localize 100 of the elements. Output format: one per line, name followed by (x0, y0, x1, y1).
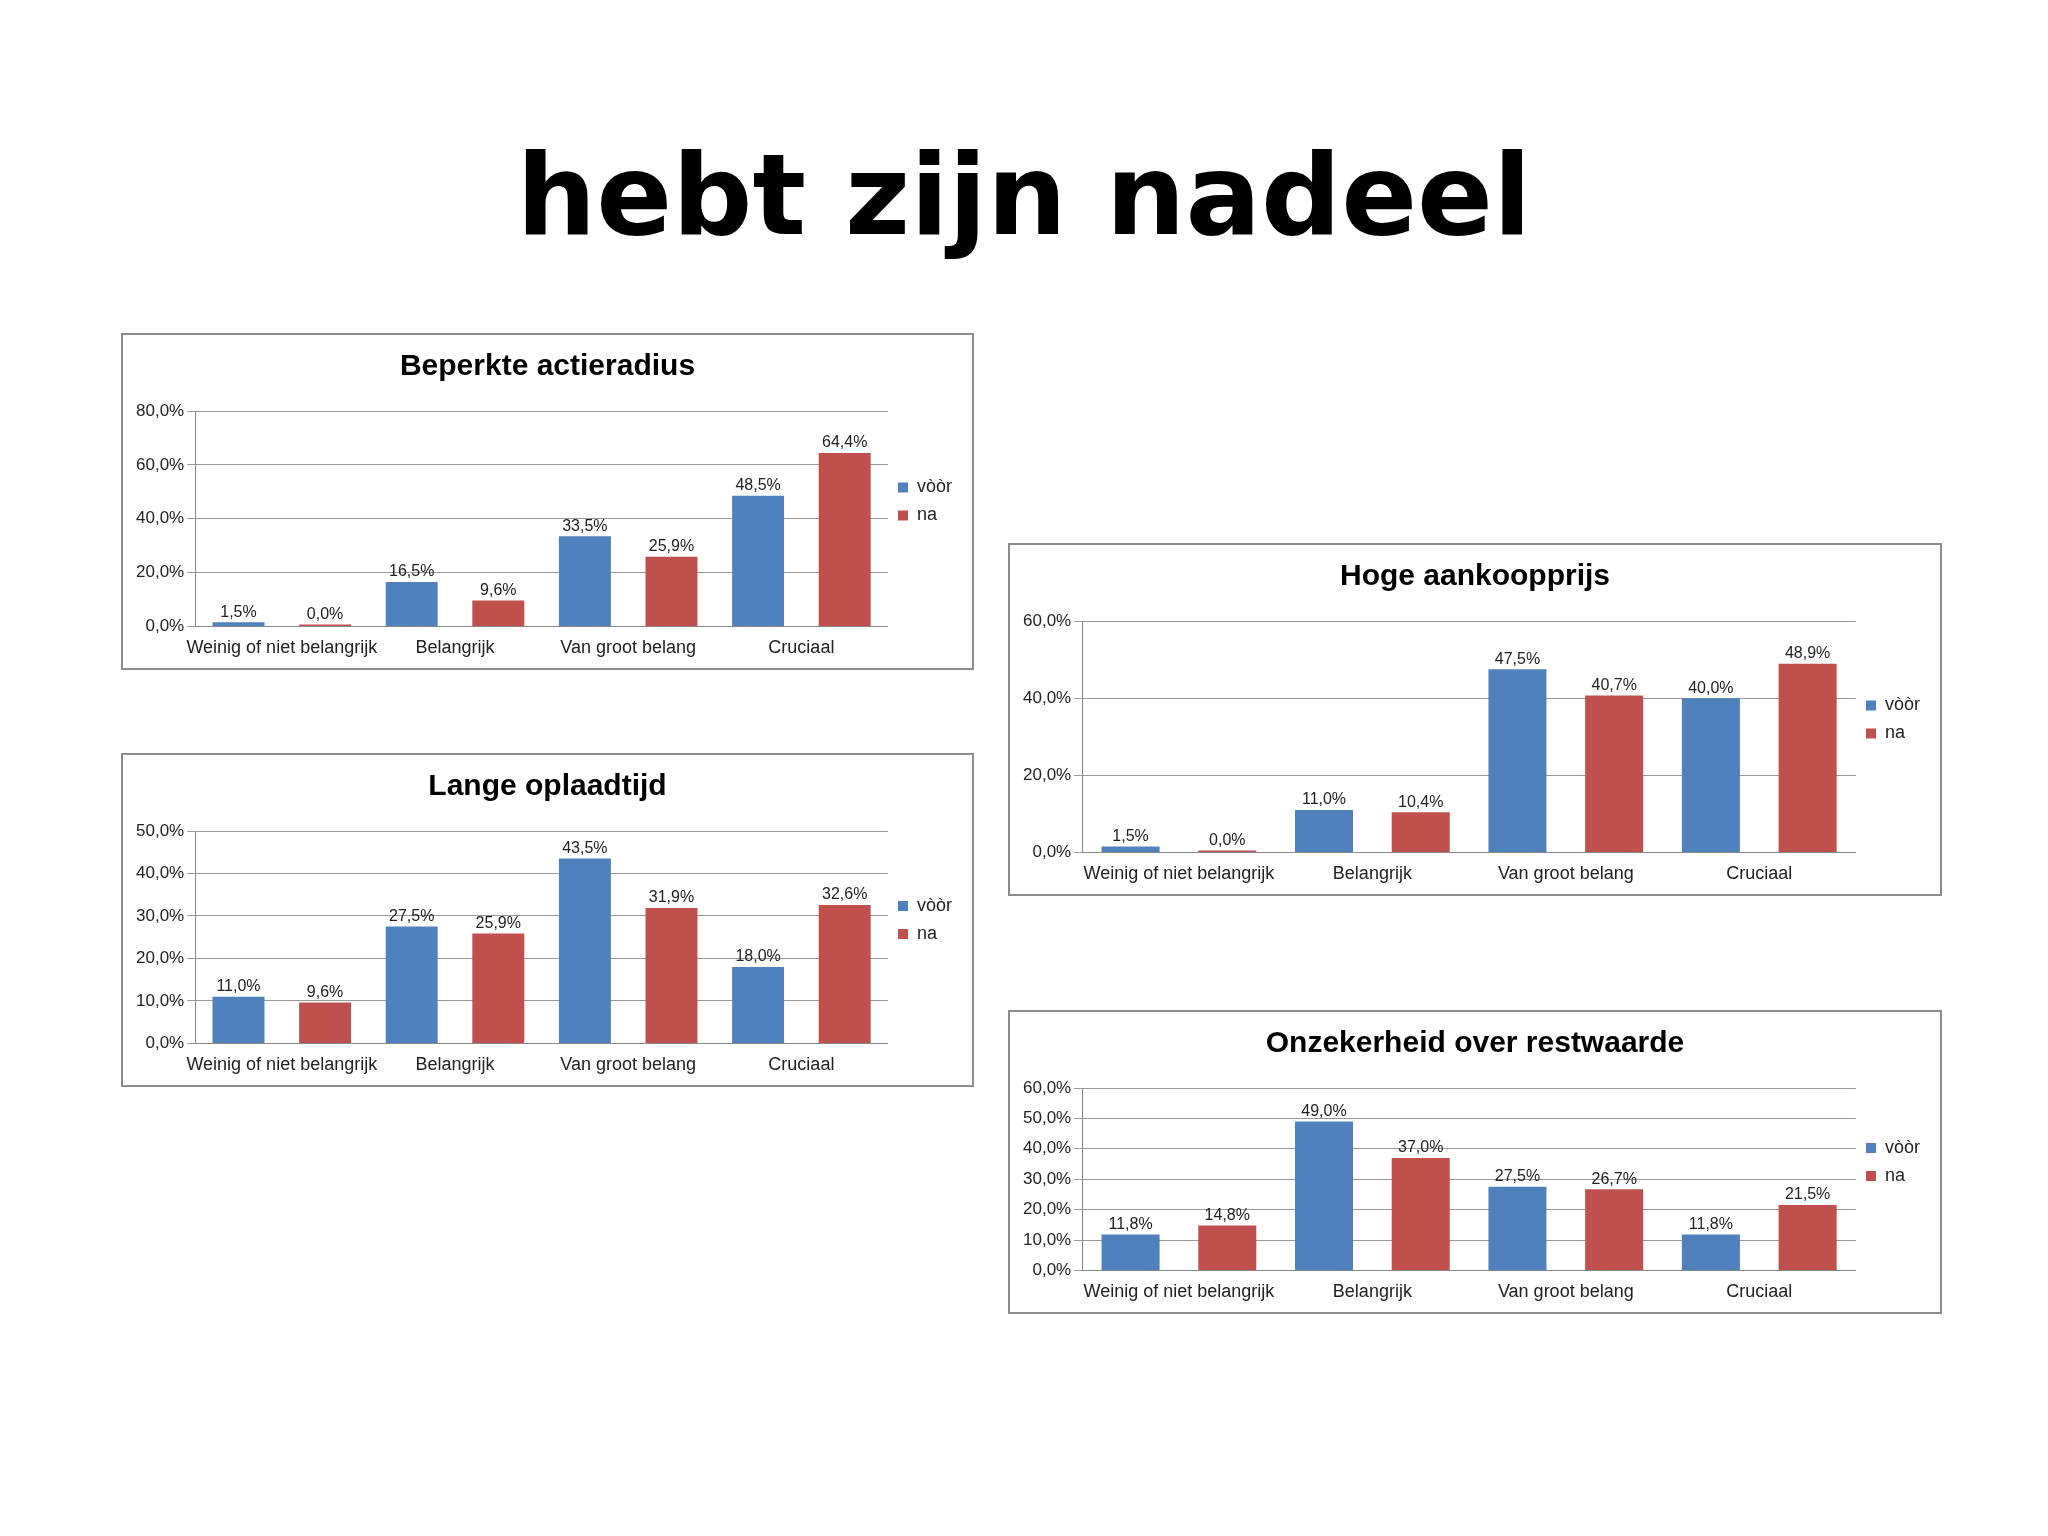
x-tick-label: Cruciaal (768, 1054, 835, 1075)
data-label: 37,0% (1398, 1138, 1444, 1156)
bar (1681, 1234, 1740, 1270)
data-label: 48,9% (1784, 644, 1831, 662)
legend-label: vòòr (916, 894, 953, 915)
data-label: 18,0% (735, 947, 781, 965)
bar (732, 966, 785, 1043)
y-tick-label: 60,0% (136, 454, 185, 474)
data-label: 27,5% (1494, 1167, 1541, 1185)
x-tick-label: Van groot belang (560, 1054, 697, 1075)
x-tick-label: Van groot belang (1497, 1281, 1634, 1302)
chart-title: Hoge aankoopprijs (1339, 558, 1611, 592)
y-tick-label: 60,0% (1023, 610, 1072, 630)
data-label: 48,5% (735, 476, 781, 494)
y-tick-label: 80,0% (136, 400, 185, 420)
data-label: 25,9% (648, 537, 695, 555)
bar (1391, 812, 1450, 852)
y-tick-label: 50,0% (1023, 1108, 1072, 1128)
data-label: 9,6% (306, 983, 344, 1001)
bar (212, 622, 265, 626)
y-tick-label: 30,0% (1023, 1168, 1072, 1188)
y-tick-label: 10,0% (136, 990, 185, 1010)
data-label: 40,0% (1688, 678, 1734, 696)
y-tick-label: 40,0% (136, 863, 185, 883)
bar (558, 858, 611, 1043)
data-label: 26,7% (1591, 1169, 1637, 1187)
x-tick-label: Weinig of niet belangrijk (186, 637, 379, 658)
y-tick-label: 0,0% (1032, 1260, 1072, 1280)
y-tick-label: 20,0% (1023, 1199, 1072, 1219)
x-tick-label: Belangrijk (415, 1054, 496, 1075)
data-label: 0,0% (1209, 830, 1246, 848)
data-label: 49,0% (1301, 1101, 1347, 1119)
data-label: 47,5% (1494, 649, 1541, 667)
y-tick-label: 20,0% (136, 948, 185, 968)
data-label: 16,5% (389, 562, 435, 580)
data-label: 33,5% (562, 516, 608, 534)
legend-label: na (1884, 1164, 1906, 1185)
bar (212, 996, 265, 1043)
data-label: 25,9% (475, 913, 521, 931)
bar (818, 453, 871, 626)
bar (1488, 1186, 1547, 1270)
y-tick-label: 0,0% (145, 1033, 185, 1053)
y-tick-label: 20,0% (136, 562, 185, 582)
bar (1294, 1121, 1354, 1270)
y-tick-label: 40,0% (1023, 1138, 1072, 1158)
bar (1585, 695, 1644, 852)
y-tick-label: 0,0% (145, 616, 185, 636)
bar (472, 600, 525, 626)
data-label: 21,5% (1784, 1185, 1831, 1203)
bar (1198, 1225, 1257, 1270)
chart-title: Lange oplaadtijd (428, 768, 667, 802)
data-label: 31,9% (648, 888, 695, 906)
bar (1585, 1189, 1644, 1270)
x-tick-label: Weinig of niet belangrijk (1083, 863, 1276, 884)
bar (732, 495, 785, 626)
x-tick-label: Weinig of niet belangrijk (186, 1054, 379, 1075)
chart-title: Onzekerheid over restwaarde (1265, 1025, 1685, 1059)
legend-label: vòòr (1884, 1136, 1921, 1157)
x-tick-label: Van groot belang (1497, 863, 1634, 884)
chart-title: Beperkte actieradius (399, 348, 696, 382)
bar (1101, 846, 1160, 852)
x-tick-label: Cruciaal (1726, 863, 1793, 884)
bar (1778, 663, 1837, 852)
data-label: 11,8% (1108, 1214, 1153, 1232)
x-tick-label: Weinig of niet belangrijk (1083, 1281, 1276, 1302)
bar (1488, 669, 1547, 852)
text: hebt zijn nadeel (515, 130, 1533, 260)
bar (1391, 1157, 1450, 1270)
x-tick-label: Belangrijk (1332, 863, 1413, 884)
x-tick-label: Cruciaal (1726, 1281, 1793, 1302)
data-label: 1,5% (220, 602, 257, 620)
data-label: 9,6% (480, 580, 517, 598)
y-tick-label: 30,0% (136, 905, 185, 925)
bar (558, 536, 611, 626)
y-tick-label: 50,0% (136, 820, 185, 840)
legend-label: na (916, 504, 938, 525)
bar (385, 926, 438, 1043)
bar (645, 907, 698, 1043)
x-tick-label: Van groot belang (560, 637, 697, 658)
bar (1294, 809, 1354, 852)
bar (385, 581, 438, 626)
data-label: 32,6% (822, 885, 868, 903)
data-label: 64,4% (822, 433, 868, 451)
data-label: 0,0% (306, 604, 344, 622)
bar (299, 1002, 352, 1043)
data-label: 40,7% (1591, 675, 1637, 693)
y-tick-label: 10,0% (1023, 1229, 1072, 1249)
data-label: 11,8% (1688, 1214, 1733, 1232)
x-tick-label: Belangrijk (415, 637, 496, 658)
bar (818, 904, 871, 1043)
y-tick-label: 40,0% (136, 508, 185, 528)
bar (1778, 1205, 1837, 1270)
bar (1101, 1234, 1160, 1270)
legend-label: vòòr (916, 476, 953, 497)
data-label: 27,5% (389, 906, 435, 924)
y-tick-label: 40,0% (1023, 687, 1072, 707)
data-label: 43,5% (562, 839, 608, 857)
bar (1681, 698, 1740, 852)
data-label: 10,4% (1398, 792, 1444, 810)
bar (472, 933, 525, 1043)
